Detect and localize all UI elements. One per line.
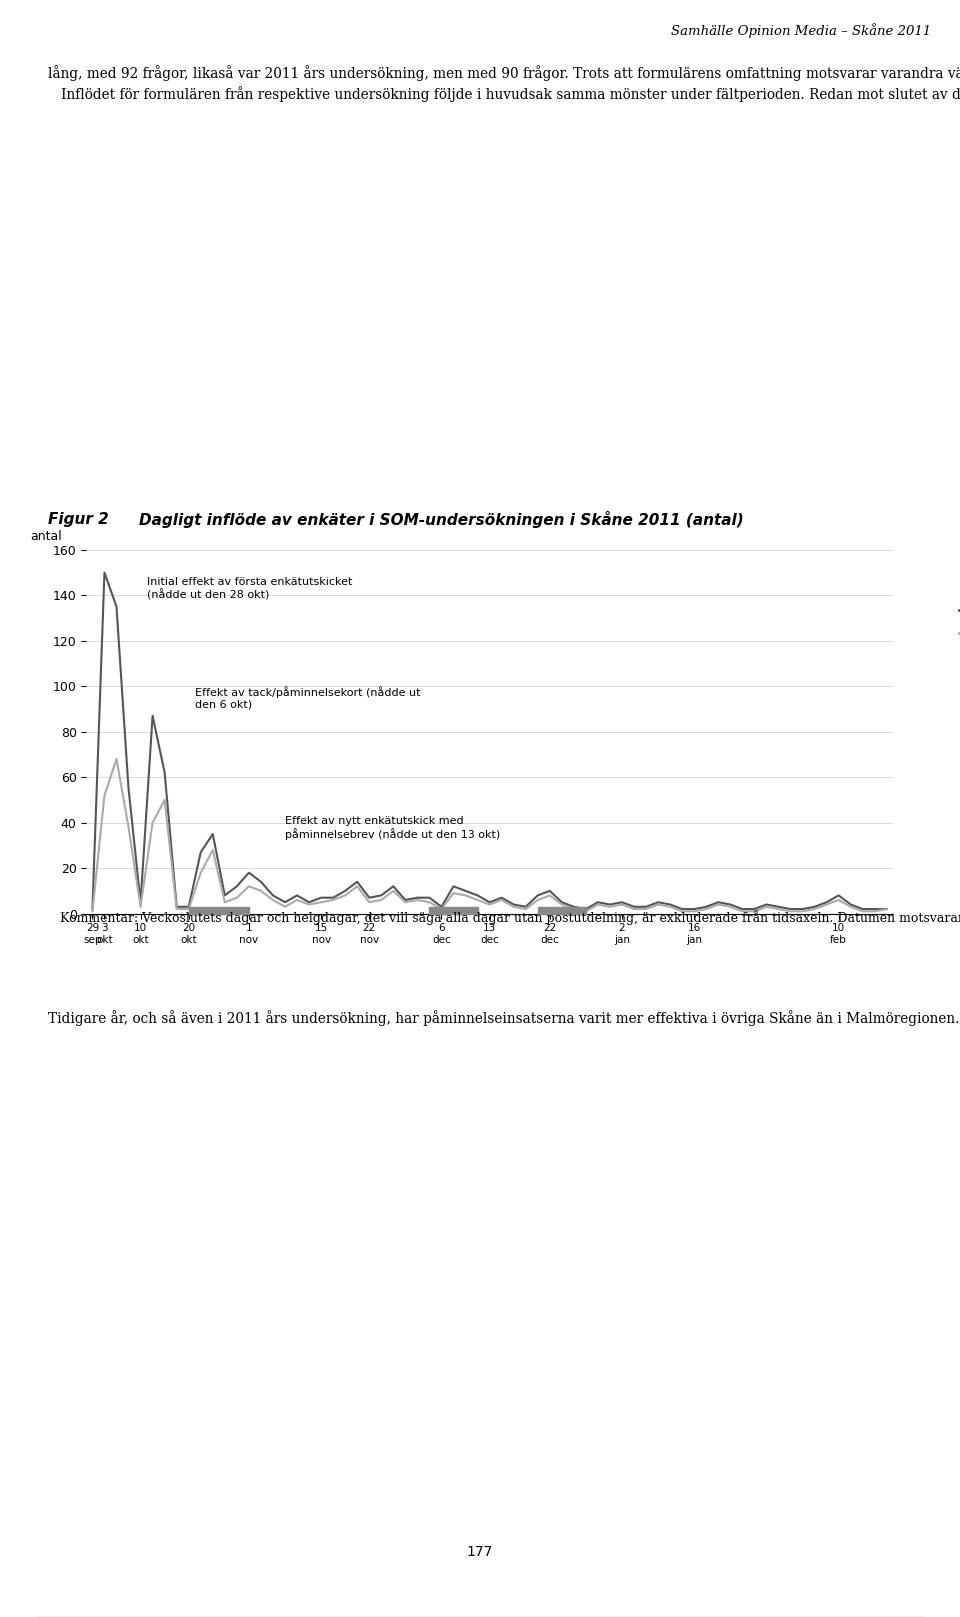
Text: 177: 177 [467, 1546, 493, 1559]
Bar [189, 907, 249, 914]
Text: Effekt av tack/påminnelsekort (nådde ut
den 6 okt): Effekt av tack/påminnelsekort (nådde ut … [195, 686, 420, 710]
Syd-I [701, 897, 712, 917]
Legend: Syd-I, Syd-II: Syd-I, Syd-II [954, 600, 960, 645]
Syd-II [86, 902, 98, 922]
Syd-I [99, 563, 110, 582]
Syd-I [423, 888, 435, 907]
Syd-I [86, 899, 98, 918]
Text: Figur 2: Figur 2 [48, 511, 108, 527]
Syd-I [833, 886, 845, 906]
Text: antal: antal [30, 529, 61, 542]
Syd-II [701, 899, 712, 918]
Bar [538, 907, 586, 914]
Text: Kommentar: Veckoslutets dagar och helgdagar, det vill säga alla dagar utan postu: Kommentar: Veckoslutets dagar och helgda… [48, 910, 960, 925]
Text: Initial effekt av första enkätutskicket
(nådde ut den 28 okt): Initial effekt av första enkätutskicket … [147, 577, 352, 600]
Syd-II [110, 749, 122, 768]
Syd-II [423, 893, 435, 912]
Text: Samhälle Opinion Media – Skåne 2011: Samhälle Opinion Media – Skåne 2011 [671, 23, 931, 39]
Text: Tidigare år, och så även i 2011 års undersökning, har påminnelseinsatserna varit: Tidigare år, och så även i 2011 års unde… [48, 1011, 960, 1027]
Syd-I [460, 881, 471, 901]
Text: Effekt av nytt enkätutskick med
påminnelsebrev (nådde ut den 13 okt): Effekt av nytt enkätutskick med påminnel… [285, 817, 500, 839]
Text: lång, med 92 frågor, likaså var 2011 års undersökning, men med 90 frågor. Trots : lång, med 92 frågor, likaså var 2011 års… [48, 65, 960, 102]
Line: Syd-I: Syd-I [92, 572, 887, 909]
Bar [429, 907, 477, 914]
Syd-I [219, 886, 230, 906]
Text: Dagligt inflöde av enkäter i SOM-undersökningen i Skåne 2011 (antal): Dagligt inflöde av enkäter i SOM-undersö… [139, 511, 743, 527]
Syd-II [881, 899, 893, 918]
Syd-II [833, 891, 845, 910]
Syd-II [460, 886, 471, 906]
Syd-II [219, 893, 230, 912]
Syd-I [195, 842, 206, 862]
Syd-II [195, 863, 206, 883]
Syd-I [881, 899, 893, 918]
Line: Syd-II: Syd-II [92, 758, 887, 912]
